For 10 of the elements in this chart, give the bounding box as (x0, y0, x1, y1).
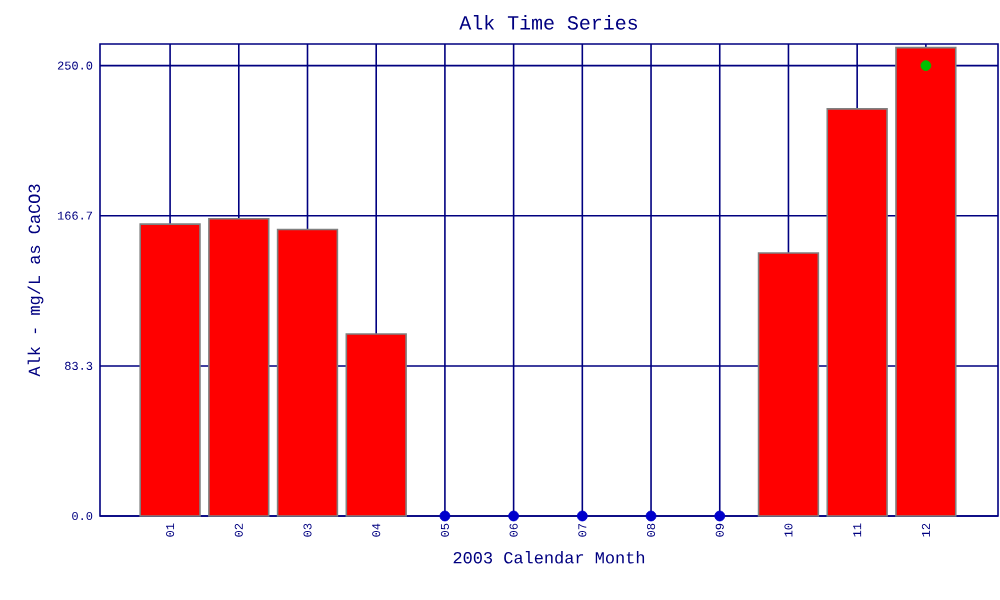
bar (757, 252, 820, 517)
x-axis-title: 2003 Calendar Month (453, 551, 645, 564)
bar (345, 333, 407, 517)
bar (895, 46, 957, 517)
y-axis-title: Alk - mg/L as CaCO3 (27, 184, 44, 377)
bar (139, 223, 201, 517)
bar (826, 108, 888, 517)
chart-title: Alk Time Series (459, 15, 638, 30)
bar (208, 217, 270, 517)
bar (276, 228, 339, 517)
